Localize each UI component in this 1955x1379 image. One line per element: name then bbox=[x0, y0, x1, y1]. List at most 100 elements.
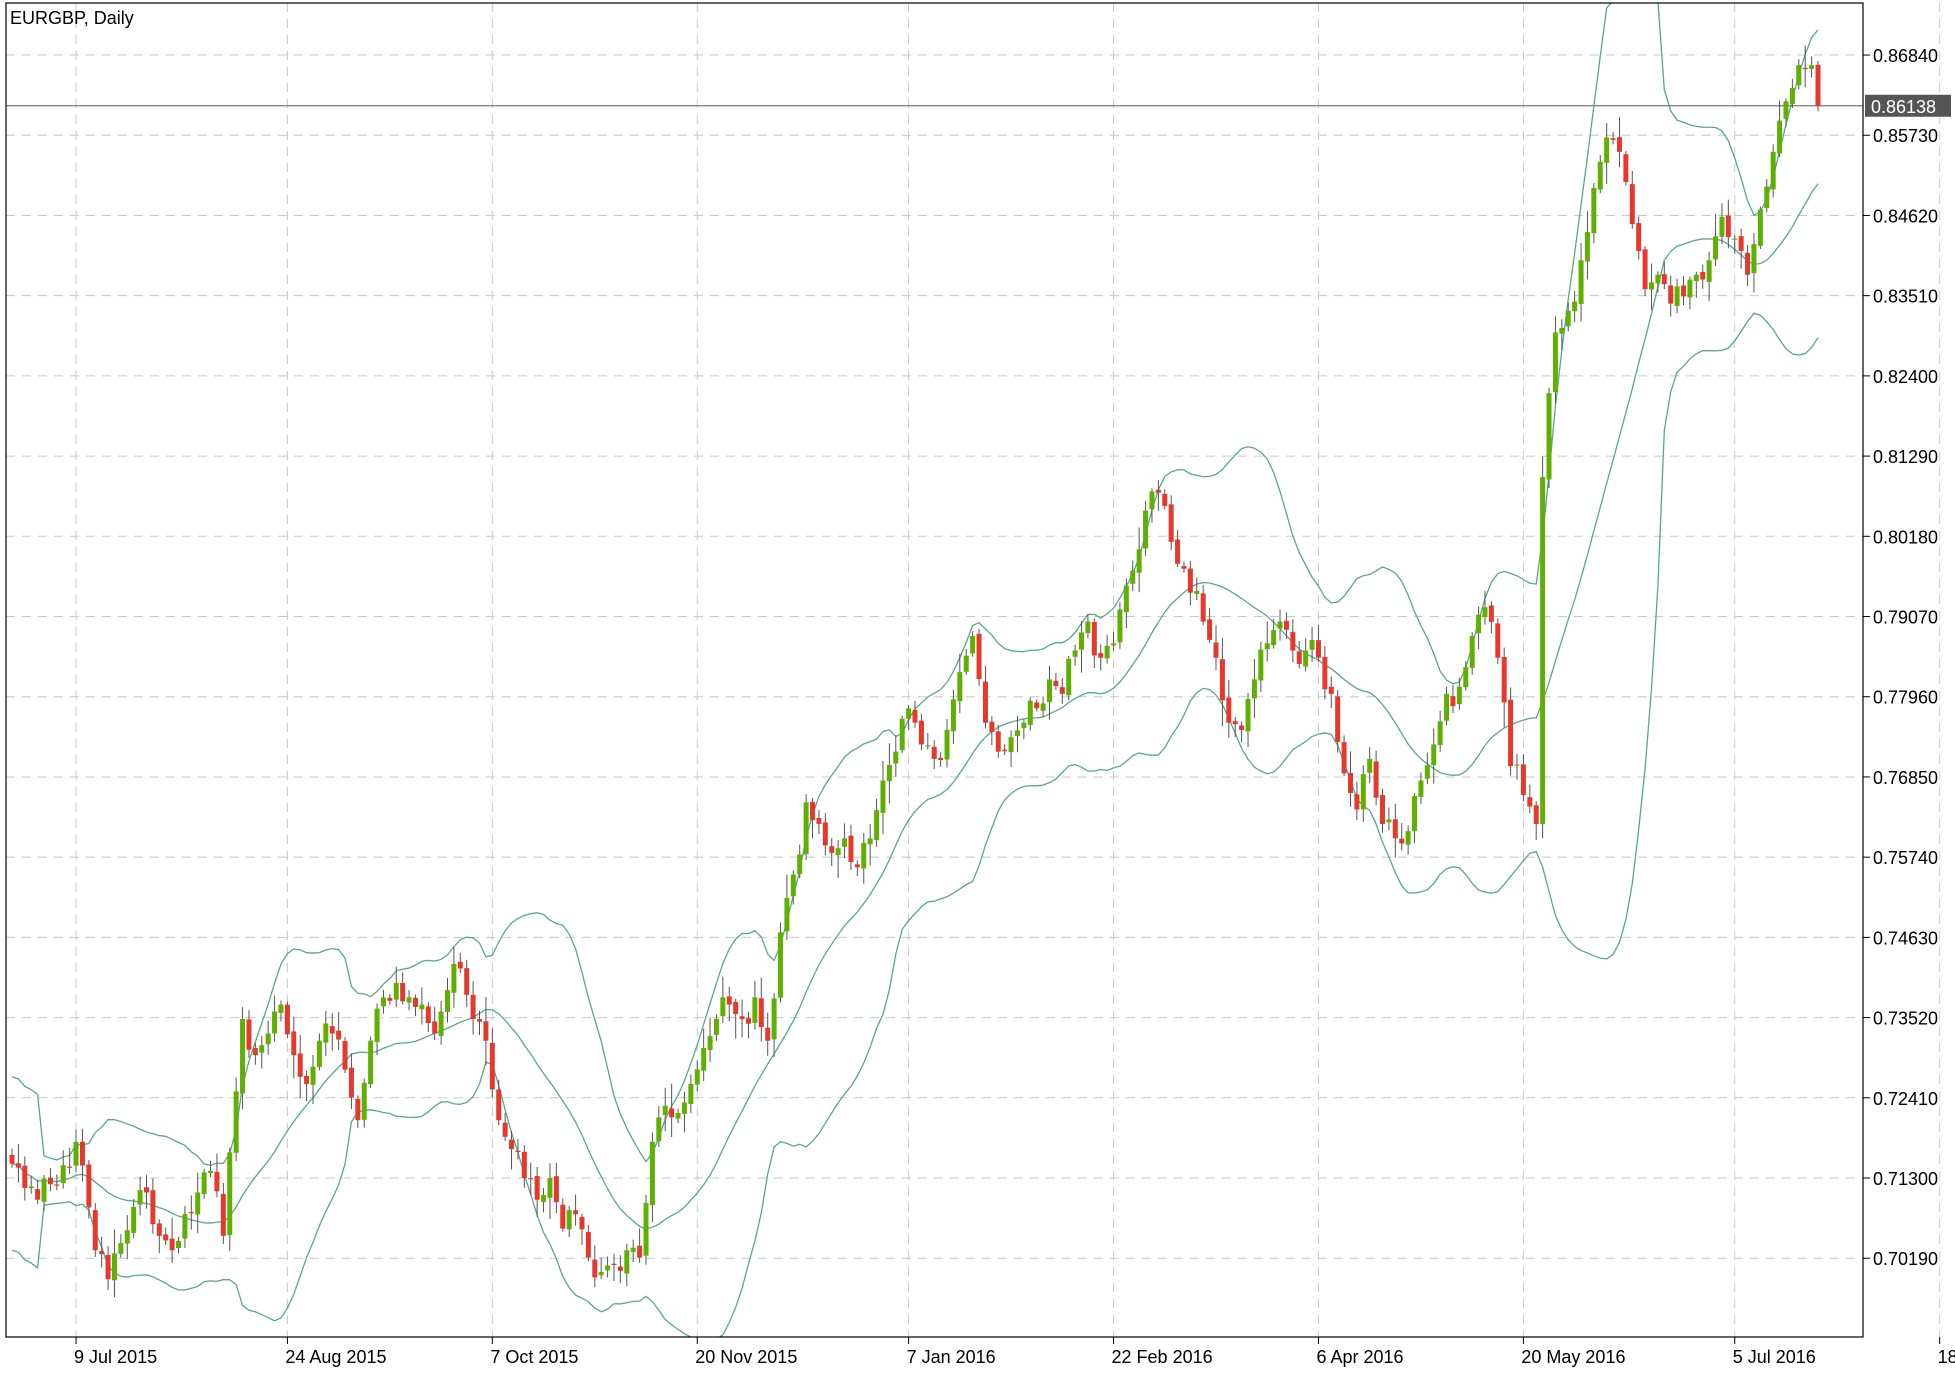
candle-bullish bbox=[1476, 606, 1482, 649]
candle-body bbox=[1520, 764, 1526, 796]
candle-body bbox=[1482, 607, 1488, 618]
candle-bullish bbox=[1271, 618, 1277, 649]
candle-bullish bbox=[1008, 730, 1014, 767]
candle-body bbox=[1713, 236, 1719, 260]
candle-bullish bbox=[1072, 644, 1078, 666]
candle-body bbox=[1251, 679, 1257, 699]
candle-bearish bbox=[579, 1213, 585, 1245]
candle-bearish bbox=[412, 994, 418, 1017]
candle-bearish bbox=[534, 1166, 540, 1218]
candle-bullish bbox=[1143, 501, 1149, 556]
candle-bullish bbox=[1412, 793, 1418, 844]
y-tick-label: 0.75740 bbox=[1873, 848, 1938, 868]
candle-body bbox=[1181, 566, 1187, 569]
candle-bearish bbox=[829, 838, 835, 867]
candle-body bbox=[1200, 593, 1206, 622]
candle-body bbox=[444, 990, 450, 1012]
candle-bullish bbox=[111, 1229, 117, 1298]
candle-body bbox=[387, 997, 393, 1001]
candle-body bbox=[156, 1223, 162, 1236]
candle-body bbox=[457, 961, 463, 969]
y-tick-label: 0.73520 bbox=[1873, 1009, 1938, 1029]
candle-body bbox=[681, 1102, 687, 1114]
candle-body bbox=[752, 997, 758, 1023]
candle-body bbox=[1392, 819, 1398, 839]
candle-body bbox=[1296, 651, 1302, 664]
candle-body bbox=[1796, 65, 1802, 86]
candle-bearish bbox=[22, 1156, 28, 1201]
candle-body bbox=[1104, 645, 1110, 659]
candle-bullish bbox=[566, 1205, 572, 1237]
candle-body bbox=[1130, 570, 1136, 584]
candle-bullish bbox=[1194, 577, 1200, 601]
candle-bearish bbox=[156, 1219, 162, 1254]
candle-body bbox=[1219, 659, 1225, 701]
candle-bullish bbox=[1584, 211, 1590, 280]
candle-bullish bbox=[771, 993, 777, 1058]
candle-bearish bbox=[99, 1236, 105, 1268]
candle-body bbox=[1213, 642, 1219, 658]
candle-body bbox=[1661, 274, 1667, 285]
candle-bearish bbox=[150, 1178, 156, 1234]
x-tick-label: 20 Nov 2015 bbox=[695, 1347, 797, 1367]
candle-body bbox=[1136, 549, 1142, 573]
candle-bearish bbox=[1745, 244, 1751, 286]
candle-body bbox=[1149, 491, 1155, 510]
candle-bullish bbox=[1770, 144, 1776, 198]
chart-title: EURGBP, Daily bbox=[10, 8, 134, 28]
candle-body bbox=[649, 1141, 655, 1206]
candle-bearish bbox=[515, 1139, 521, 1160]
candle-body bbox=[323, 1023, 329, 1043]
candle-bullish bbox=[41, 1174, 47, 1211]
candle-body bbox=[1014, 730, 1020, 736]
candle-body bbox=[822, 822, 828, 846]
candle-bearish bbox=[765, 1012, 771, 1056]
candle-body bbox=[637, 1245, 643, 1258]
candle-bearish bbox=[67, 1147, 73, 1175]
candle-bearish bbox=[1533, 801, 1539, 840]
candle-body bbox=[1501, 657, 1507, 703]
candle-bullish bbox=[451, 947, 457, 1008]
candle-bearish bbox=[1738, 228, 1744, 269]
candle-bearish bbox=[1373, 750, 1379, 806]
candle-bullish bbox=[1149, 488, 1155, 523]
candle-bearish bbox=[457, 952, 463, 974]
candle-body bbox=[758, 998, 764, 1028]
candle-body bbox=[233, 1091, 239, 1153]
candle-body bbox=[1424, 765, 1430, 779]
candle-bullish bbox=[842, 823, 848, 859]
candle-body bbox=[1232, 721, 1238, 725]
candle-body bbox=[1789, 87, 1795, 105]
candle-body bbox=[348, 1067, 354, 1098]
candle-bearish bbox=[1181, 561, 1187, 573]
candle-bullish bbox=[1597, 155, 1603, 194]
candle-body bbox=[931, 746, 937, 759]
candle-body bbox=[143, 1187, 149, 1193]
candle-body bbox=[1495, 623, 1501, 658]
candle-bullish bbox=[124, 1215, 130, 1260]
y-tick-label: 0.79070 bbox=[1873, 608, 1938, 628]
candle-bearish bbox=[1623, 150, 1629, 186]
candle-bearish bbox=[35, 1179, 41, 1205]
candle-bearish bbox=[425, 1001, 431, 1033]
candle-bearish bbox=[342, 1037, 348, 1074]
candle-bearish bbox=[1175, 529, 1181, 568]
candle-bullish bbox=[681, 1091, 687, 1133]
candle-body bbox=[1066, 658, 1072, 696]
candle-bearish bbox=[355, 1095, 361, 1129]
candle-bullish bbox=[1014, 715, 1020, 753]
candle-bullish bbox=[1482, 590, 1488, 625]
candle-bullish bbox=[1245, 692, 1251, 748]
candle-body bbox=[617, 1266, 623, 1271]
candle-bullish bbox=[1469, 632, 1475, 675]
candle-bearish bbox=[912, 700, 918, 728]
candle-body bbox=[957, 672, 963, 702]
candle-body bbox=[1552, 332, 1558, 393]
candle-body bbox=[470, 994, 476, 1020]
candle-body bbox=[547, 1178, 553, 1198]
candle-body bbox=[1175, 539, 1181, 564]
candle-body bbox=[899, 718, 905, 751]
x-tick-label: 18 Aug 2016 bbox=[1938, 1347, 1955, 1367]
